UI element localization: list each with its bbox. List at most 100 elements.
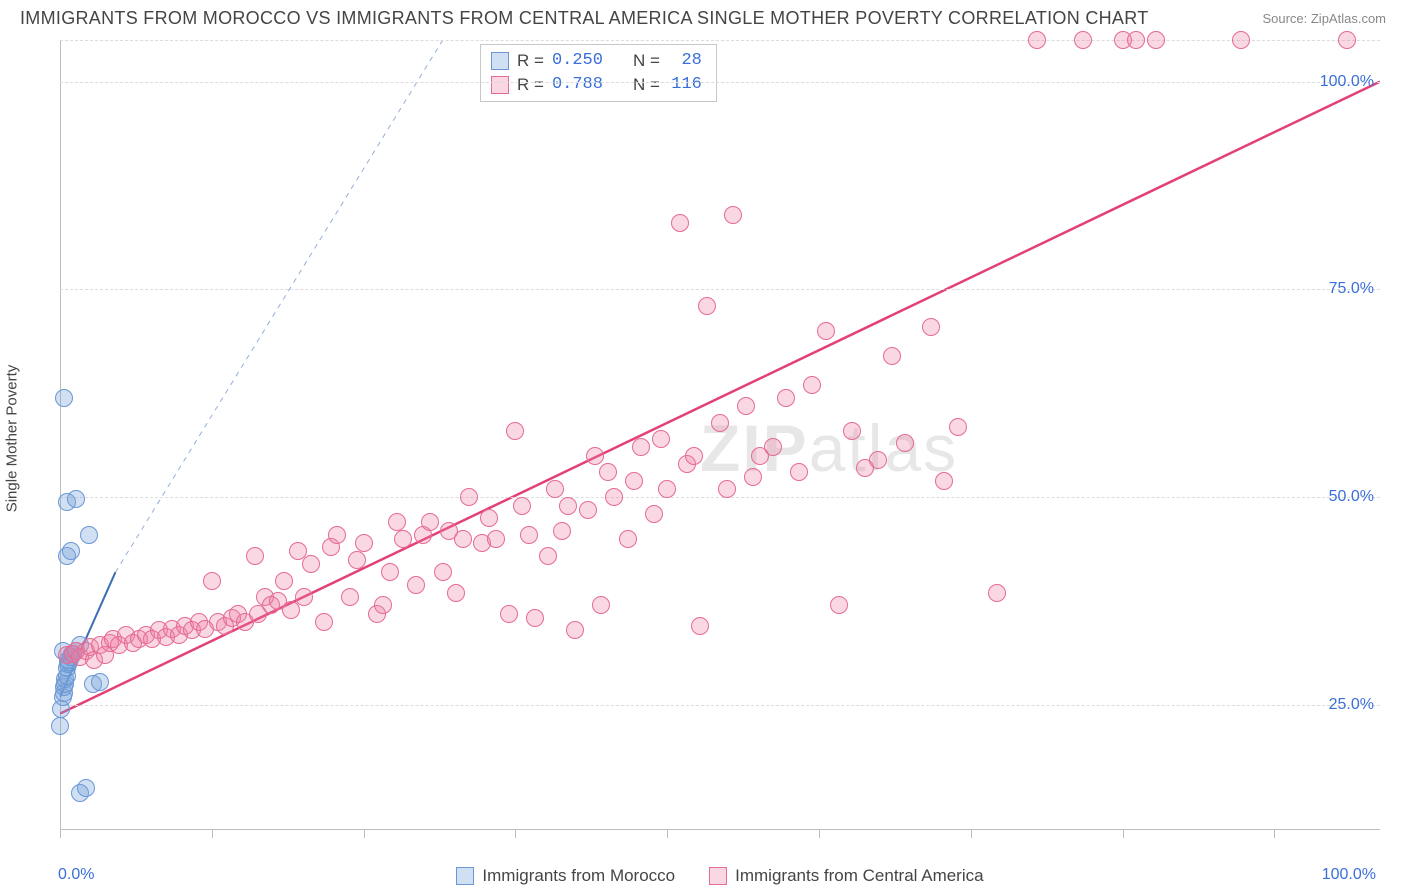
data-point-central_america bbox=[830, 596, 848, 614]
data-point-central_america bbox=[658, 480, 676, 498]
data-point-central_america bbox=[559, 497, 577, 515]
series-legend: Immigrants from Morocco Immigrants from … bbox=[60, 866, 1380, 886]
data-point-central_america bbox=[1232, 31, 1250, 49]
data-point-central_america bbox=[599, 463, 617, 481]
x-tick bbox=[1274, 830, 1275, 838]
data-point-central_america bbox=[1338, 31, 1356, 49]
chart-header: IMMIGRANTS FROM MOROCCO VS IMMIGRANTS FR… bbox=[0, 0, 1406, 33]
source-attribution: Source: ZipAtlas.com bbox=[1262, 11, 1386, 26]
data-point-central_america bbox=[295, 588, 313, 606]
data-point-morocco bbox=[91, 673, 109, 691]
data-point-central_america bbox=[586, 447, 604, 465]
x-tick bbox=[515, 830, 516, 838]
data-point-central_america bbox=[388, 513, 406, 531]
data-point-central_america bbox=[579, 501, 597, 519]
data-point-central_america bbox=[744, 468, 762, 486]
y-axis-label: Single Mother Poverty bbox=[4, 365, 21, 513]
data-point-central_america bbox=[652, 430, 670, 448]
data-point-central_america bbox=[1074, 31, 1092, 49]
data-point-central_america bbox=[520, 526, 538, 544]
y-tick-label: 50.0% bbox=[1329, 488, 1374, 506]
grid-line bbox=[60, 497, 1380, 498]
x-tick bbox=[1123, 830, 1124, 838]
data-point-central_america bbox=[777, 389, 795, 407]
data-point-central_america bbox=[1127, 31, 1145, 49]
data-point-morocco bbox=[55, 389, 73, 407]
data-point-central_america bbox=[724, 206, 742, 224]
data-point-central_america bbox=[691, 617, 709, 635]
data-point-central_america bbox=[737, 397, 755, 415]
data-point-central_america bbox=[447, 584, 465, 602]
data-point-central_america bbox=[421, 513, 439, 531]
grid-line bbox=[60, 289, 1380, 290]
data-point-central_america bbox=[348, 551, 366, 569]
legend-swatch-morocco bbox=[491, 52, 509, 70]
x-tick bbox=[667, 830, 668, 838]
data-point-morocco bbox=[80, 526, 98, 544]
data-point-central_america bbox=[407, 576, 425, 594]
legend-swatch-central-america bbox=[491, 76, 509, 94]
data-point-central_america bbox=[592, 596, 610, 614]
data-point-central_america bbox=[625, 472, 643, 490]
data-point-central_america bbox=[341, 588, 359, 606]
x-tick bbox=[971, 830, 972, 838]
data-point-central_america bbox=[685, 447, 703, 465]
data-point-central_america bbox=[922, 318, 940, 336]
data-point-central_america bbox=[526, 609, 544, 627]
legend-swatch-morocco-icon bbox=[456, 867, 474, 885]
stats-legend-row-morocco: R = 0.250 N = 28 bbox=[491, 49, 702, 73]
chart-title: IMMIGRANTS FROM MOROCCO VS IMMIGRANTS FR… bbox=[20, 8, 1149, 29]
grid-line bbox=[60, 82, 1380, 83]
legend-swatch-central-america-icon bbox=[709, 867, 727, 885]
data-point-central_america bbox=[896, 434, 914, 452]
data-point-morocco bbox=[62, 542, 80, 560]
data-point-central_america bbox=[988, 584, 1006, 602]
y-tick-label: 75.0% bbox=[1329, 280, 1374, 298]
y-tick-label: 25.0% bbox=[1329, 696, 1374, 714]
data-point-central_america bbox=[355, 534, 373, 552]
data-point-central_america bbox=[949, 418, 967, 436]
x-axis-line bbox=[60, 829, 1380, 830]
data-point-central_america bbox=[454, 530, 472, 548]
series-legend-item-morocco: Immigrants from Morocco bbox=[456, 866, 675, 886]
watermark: ZIPatlas bbox=[700, 410, 958, 486]
data-point-central_america bbox=[817, 322, 835, 340]
series-legend-item-central-america: Immigrants from Central America bbox=[709, 866, 983, 886]
data-point-central_america bbox=[315, 613, 333, 631]
data-point-morocco bbox=[67, 490, 85, 508]
grid-line bbox=[60, 705, 1380, 706]
x-tick bbox=[60, 830, 61, 838]
data-point-central_america bbox=[487, 530, 505, 548]
data-point-central_america bbox=[460, 488, 478, 506]
data-point-central_america bbox=[605, 488, 623, 506]
data-point-central_america bbox=[671, 214, 689, 232]
stats-legend: R = 0.250 N = 28 R = 0.788 N = 116 bbox=[480, 44, 717, 102]
data-point-central_america bbox=[500, 605, 518, 623]
data-point-central_america bbox=[394, 530, 412, 548]
y-tick-label: 100.0% bbox=[1320, 73, 1374, 91]
data-point-central_america bbox=[883, 347, 901, 365]
data-point-central_america bbox=[698, 297, 716, 315]
x-tick bbox=[819, 830, 820, 838]
data-point-central_america bbox=[374, 596, 392, 614]
plot-surface: ZIPatlas R = 0.250 N = 28 R = 0.788 N = … bbox=[60, 40, 1380, 830]
data-point-central_america bbox=[203, 572, 221, 590]
data-point-central_america bbox=[480, 509, 498, 527]
data-point-central_america bbox=[764, 438, 782, 456]
data-point-central_america bbox=[711, 414, 729, 432]
trend-line-extension-morocco bbox=[115, 40, 442, 572]
data-point-central_america bbox=[1028, 31, 1046, 49]
data-point-central_america bbox=[275, 572, 293, 590]
data-point-central_america bbox=[506, 422, 524, 440]
data-point-central_america bbox=[302, 555, 320, 573]
data-point-central_america bbox=[803, 376, 821, 394]
chart-plot-area: ZIPatlas R = 0.250 N = 28 R = 0.788 N = … bbox=[60, 40, 1380, 830]
data-point-central_america bbox=[513, 497, 531, 515]
x-tick bbox=[364, 830, 365, 838]
data-point-central_america bbox=[935, 472, 953, 490]
data-point-central_america bbox=[718, 480, 736, 498]
data-point-central_america bbox=[328, 526, 346, 544]
stats-legend-row-central-america: R = 0.788 N = 116 bbox=[491, 73, 702, 97]
data-point-central_america bbox=[843, 422, 861, 440]
data-point-central_america bbox=[1147, 31, 1165, 49]
